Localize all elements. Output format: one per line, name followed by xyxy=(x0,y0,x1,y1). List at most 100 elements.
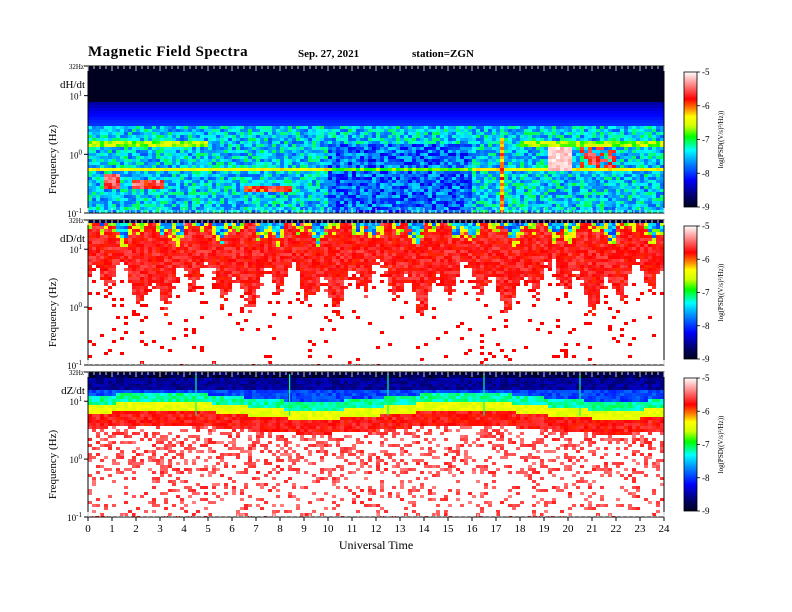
heatmap-cell xyxy=(420,111,424,114)
heatmap-cell xyxy=(492,105,496,108)
heatmap-cell xyxy=(488,204,492,207)
heatmap-cell xyxy=(328,150,332,153)
heatmap-cell xyxy=(376,189,380,192)
heatmap-cell xyxy=(256,186,260,189)
heatmap-cell xyxy=(176,153,180,156)
heatmap-cell xyxy=(368,96,372,99)
heatmap-cell xyxy=(236,87,240,90)
heatmap-cell xyxy=(336,177,340,180)
heatmap-cell xyxy=(328,204,332,207)
heatmap-cell xyxy=(372,120,376,123)
heatmap-cell xyxy=(296,135,300,138)
heatmap-cell xyxy=(208,204,212,207)
heatmap-cell xyxy=(360,156,364,159)
heatmap-cell xyxy=(104,111,108,114)
heatmap-cell xyxy=(100,120,104,123)
heatmap-cell xyxy=(360,120,364,123)
heatmap-cell xyxy=(220,114,224,117)
heatmap-cell xyxy=(408,180,412,183)
heatmap-cell xyxy=(284,90,288,93)
heatmap-cell xyxy=(96,138,100,141)
heatmap-cell xyxy=(252,111,256,114)
heatmap-cell xyxy=(452,150,456,153)
heatmap-cell xyxy=(236,117,240,120)
heatmap-cell xyxy=(272,108,276,111)
heatmap-cell xyxy=(204,87,208,90)
heatmap-cell xyxy=(468,93,472,96)
heatmap-cell xyxy=(448,189,452,192)
heatmap-cell xyxy=(132,78,136,81)
heatmap-cell xyxy=(96,117,100,120)
heatmap-cell xyxy=(288,192,292,195)
heatmap-cell xyxy=(312,81,316,84)
heatmap-cell xyxy=(308,69,312,72)
heatmap-cell xyxy=(344,135,348,138)
heatmap-cell xyxy=(228,114,232,117)
heatmap-cell xyxy=(400,96,404,99)
heatmap-cell xyxy=(144,171,148,174)
heatmap-cell xyxy=(436,201,440,204)
heatmap-cell xyxy=(232,69,236,72)
heatmap-cell xyxy=(408,120,412,123)
heatmap-cell xyxy=(444,102,448,105)
heatmap-cell xyxy=(428,117,432,120)
heatmap-cell xyxy=(172,171,176,174)
heatmap-cell xyxy=(240,207,244,210)
heatmap-cell xyxy=(128,108,132,111)
heatmap-cell xyxy=(472,177,476,180)
heatmap-cell xyxy=(348,168,352,171)
heatmap-cell xyxy=(104,159,108,162)
heatmap-cell xyxy=(256,78,260,81)
heatmap-cell xyxy=(200,141,204,144)
heatmap-cell xyxy=(396,90,400,93)
heatmap-cell xyxy=(452,111,456,114)
heatmap-cell xyxy=(192,177,196,180)
heatmap-cell xyxy=(448,153,452,156)
heatmap-cell xyxy=(484,171,488,174)
heatmap-cell xyxy=(104,87,108,90)
heatmap-cell xyxy=(168,162,172,165)
heatmap-cell xyxy=(280,96,284,99)
heatmap-cell xyxy=(220,147,224,150)
heatmap-cell xyxy=(332,75,336,78)
heatmap-cell xyxy=(440,90,444,93)
heatmap-cell xyxy=(132,108,136,111)
heatmap-cell xyxy=(216,198,220,201)
heatmap-cell xyxy=(404,150,408,153)
heatmap-cell xyxy=(348,150,352,153)
heatmap-cell xyxy=(268,183,272,186)
heatmap-cell xyxy=(476,153,480,156)
heatmap-cell xyxy=(284,117,288,120)
heatmap-cell xyxy=(268,177,272,180)
heatmap-cell xyxy=(440,195,444,198)
heatmap-cell xyxy=(356,99,360,102)
heatmap-cell xyxy=(456,87,460,90)
heatmap-cell xyxy=(212,129,216,132)
heatmap-cell xyxy=(380,138,384,141)
heatmap-cell xyxy=(200,198,204,201)
heatmap-cell xyxy=(108,132,112,135)
heatmap-cell xyxy=(368,111,372,114)
heatmap-cell xyxy=(104,78,108,81)
heatmap-cell xyxy=(304,195,308,198)
heatmap-cell xyxy=(312,102,316,105)
heatmap-cell xyxy=(196,150,200,153)
heatmap-cell xyxy=(396,78,400,81)
heatmap-cell xyxy=(232,114,236,117)
heatmap-cell xyxy=(460,150,464,153)
heatmap-cell xyxy=(188,132,192,135)
heatmap-cell xyxy=(96,198,100,201)
heatmap-cell xyxy=(400,102,404,105)
heatmap-cell xyxy=(108,141,112,144)
heatmap-cell xyxy=(396,186,400,189)
heatmap-cell xyxy=(268,69,272,72)
heatmap-cell xyxy=(372,162,376,165)
heatmap-cell xyxy=(316,165,320,168)
heatmap-cell xyxy=(144,192,148,195)
heatmap-cell xyxy=(172,135,176,138)
heatmap-cell xyxy=(256,108,260,111)
heatmap-cell xyxy=(260,93,264,96)
heatmap-cell xyxy=(300,168,304,171)
heatmap-cell xyxy=(220,120,224,123)
heatmap-cell xyxy=(492,69,496,72)
